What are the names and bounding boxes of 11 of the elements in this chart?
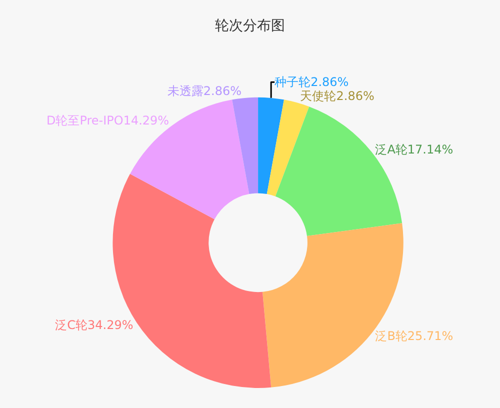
chart-title: 轮次分布图 [215, 18, 285, 34]
slice-label: 泛B轮25.71% [375, 328, 454, 343]
slice-label: 种子轮2.86% [274, 75, 349, 90]
slice-label: D轮至Pre-IPO14.29% [46, 114, 170, 128]
slice-label: 未透露2.86% [167, 84, 242, 98]
slice-label: 天使轮2.86% [300, 89, 374, 104]
donut-slice [258, 97, 284, 194]
slice-label: 泛A轮17.14% [375, 142, 454, 156]
donut-slice [266, 100, 310, 196]
donut-slice [232, 97, 258, 194]
slice-label: 泛C轮34.29% [55, 318, 134, 332]
